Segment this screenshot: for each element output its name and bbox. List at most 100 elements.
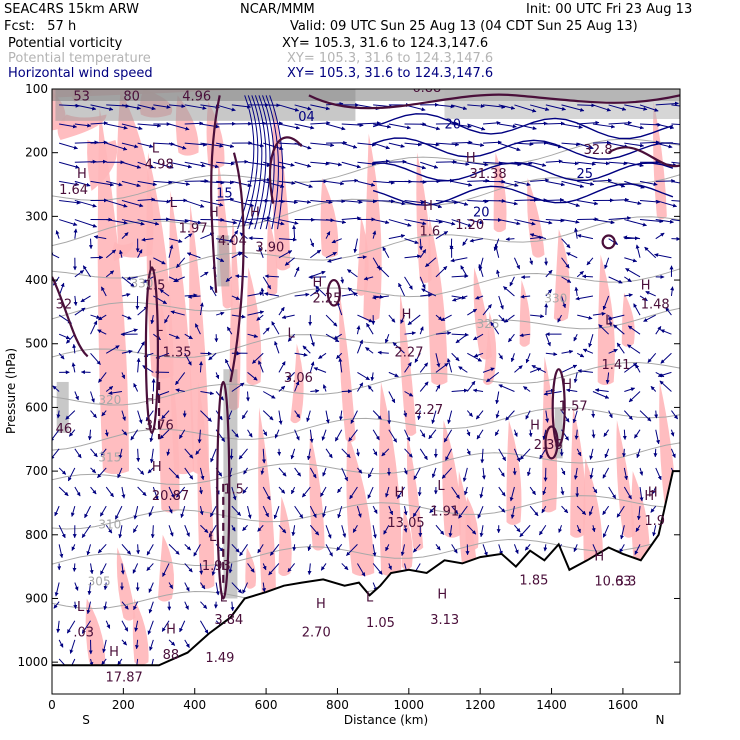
- wind-vector: [655, 326, 662, 335]
- pv-shade: [519, 280, 531, 347]
- wind-vector: [168, 486, 175, 499]
- wind-vector: [388, 123, 412, 130]
- wind-vector: [262, 582, 267, 593]
- theta-label: 305: [88, 575, 111, 589]
- wind-vector: [505, 237, 515, 242]
- jet-contour: [262, 95, 275, 230]
- wind-vector: [74, 270, 85, 278]
- wind-vector: [74, 104, 97, 111]
- wind-vector: [105, 486, 114, 498]
- wind-vector: [150, 525, 155, 539]
- wind-vector: [625, 267, 641, 278]
- wind-vector: [90, 320, 98, 335]
- wind-vector: [519, 524, 531, 538]
- pv-value-label: 1.5: [223, 482, 244, 497]
- wind-vector: [200, 582, 206, 590]
- pv-contour: [326, 278, 341, 307]
- wind-vector: [370, 372, 375, 382]
- jet-contour: [242, 95, 259, 230]
- wind-vector: [82, 265, 91, 278]
- theta-label: 325: [477, 317, 500, 331]
- plot-frame: [51, 88, 681, 695]
- wind-vector: [231, 429, 239, 438]
- wind-vector: [117, 467, 123, 479]
- wind-vector: [137, 123, 162, 128]
- wind-vector: [539, 448, 547, 460]
- wind-vector: [388, 563, 392, 571]
- wind-vector: [529, 257, 534, 265]
- wind-vector: [325, 448, 333, 459]
- wind-vector: [608, 486, 617, 499]
- wind-vector: [105, 345, 120, 354]
- wind-vector: [404, 219, 427, 226]
- wind-vector: [509, 486, 515, 502]
- wind-vector: [341, 467, 348, 482]
- wind-vector: [307, 544, 312, 552]
- pv-value-label: 20.87: [152, 489, 189, 504]
- wind-vector: [126, 276, 138, 281]
- pv-contour: [216, 380, 231, 600]
- wind-vector: [514, 524, 521, 533]
- wind-vector: [180, 505, 186, 519]
- wind-vector: [278, 306, 285, 316]
- pv-value-label: 1.20: [455, 218, 484, 233]
- wind-vector: [435, 104, 455, 109]
- wind-vector: [382, 246, 390, 259]
- wind-vector: [325, 333, 340, 343]
- wind-vector: [634, 544, 641, 555]
- wind-vector: [152, 486, 159, 501]
- wind-vector: [106, 142, 128, 151]
- pv-extremum-marker: H: [644, 489, 654, 504]
- wind-vector: [573, 372, 578, 384]
- wind-vector: [200, 601, 208, 609]
- wind-vector: [448, 525, 453, 538]
- wind-vector: [310, 199, 333, 205]
- wind-vector: [175, 388, 185, 393]
- wind-vector: [495, 410, 500, 419]
- wind-vector: [557, 314, 562, 323]
- wind-vector: [639, 104, 659, 112]
- pv-shade: [228, 216, 241, 411]
- y-tick-label: 500: [25, 337, 48, 351]
- wind-vector: [106, 219, 128, 225]
- wind-vector: [262, 327, 270, 335]
- wind-vector: [89, 563, 94, 575]
- wind-vector: [121, 372, 126, 380]
- wind-vector: [90, 140, 108, 145]
- wind-vector: [294, 505, 304, 519]
- wind-vector: [671, 410, 679, 420]
- wind-vector: [602, 295, 610, 311]
- wind-vector: [671, 161, 680, 164]
- wind-vector: [545, 121, 565, 126]
- wind-vector: [184, 104, 207, 110]
- wind-vector: [74, 180, 91, 187]
- wind-vector: [58, 142, 78, 150]
- wind-vector: [278, 410, 283, 425]
- pv-value-label: 4.96: [182, 89, 211, 104]
- y-tick-label: 300: [25, 209, 48, 223]
- wind-vector: [429, 505, 437, 514]
- wind-vector: [215, 257, 225, 262]
- wind-vector: [372, 410, 382, 420]
- wind-vector: [467, 123, 486, 131]
- pv-contour: [601, 234, 616, 250]
- jet-contour: [248, 95, 263, 230]
- wind-vector: [341, 563, 349, 571]
- wind-vector: [242, 582, 248, 594]
- wind-vector: [639, 486, 644, 502]
- wind-vector: [194, 323, 201, 335]
- wind-vector: [292, 544, 297, 552]
- pv-shade: [159, 299, 180, 513]
- wind-vector: [59, 103, 80, 108]
- wind-vector: [105, 386, 114, 392]
- pv-contour: [229, 152, 245, 383]
- wind-vector: [87, 429, 92, 441]
- wind-vector: [225, 276, 233, 282]
- wind-vector: [478, 263, 484, 278]
- wind-vector: [603, 429, 610, 437]
- wind-vector: [199, 302, 204, 316]
- wind-vector: [325, 180, 345, 186]
- wind-vector: [228, 563, 233, 574]
- wind-vector: [278, 180, 296, 185]
- wind-vector: [503, 286, 515, 297]
